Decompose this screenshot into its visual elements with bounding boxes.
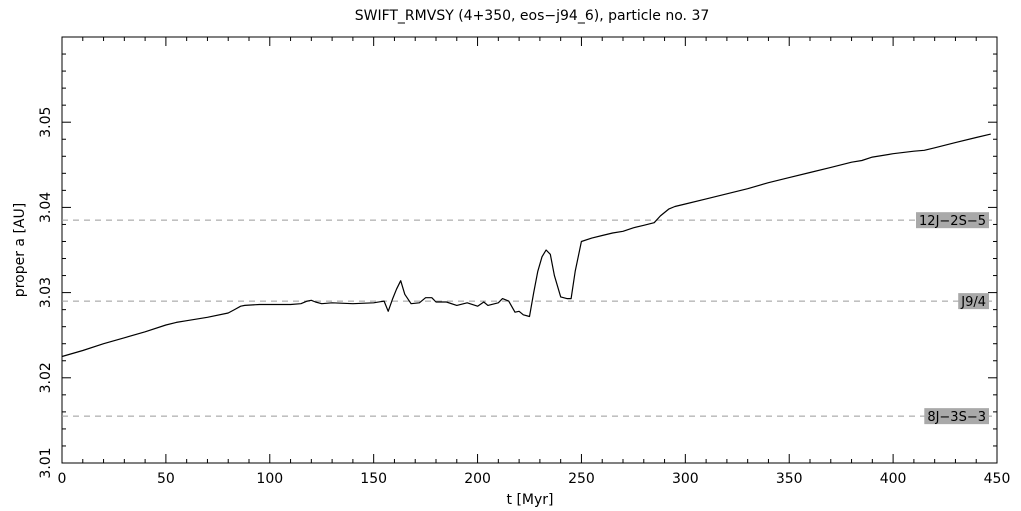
x-tick-label: 400	[880, 471, 907, 487]
x-tick-label: 300	[672, 471, 699, 487]
x-axis-label: t [Myr]	[507, 492, 554, 508]
resonance-label-text: 12J−2S−5	[919, 214, 986, 229]
x-tick-labels: 0 50 100 150 200 250 300 350 400 450	[58, 471, 1011, 487]
y-axis-label: proper a [AU]	[12, 203, 28, 297]
resonance-lines	[62, 219, 997, 417]
x-tick-label: 450	[984, 471, 1011, 487]
x-tick-label: 150	[360, 471, 387, 487]
y-tick-label: 3.05	[38, 107, 54, 138]
x-tick-label: 350	[776, 471, 803, 487]
chart-title: SWIFT_RMVSY (4+350, eos−j94_6), particle…	[355, 8, 710, 24]
resonance-labels: 12J−2S−5 J9/4 8J−3S−3	[916, 212, 989, 425]
tick-marks	[61, 36, 998, 464]
resonance-label-text: J9/4	[960, 295, 986, 310]
series-group	[61, 133, 991, 358]
resonance-label-bg	[924, 408, 989, 425]
axes-frame	[61, 36, 998, 464]
y-tick-label: 3.02	[38, 362, 54, 393]
x-tick-label: 100	[256, 471, 283, 487]
y-tick-label: 3.03	[38, 277, 54, 308]
x-tick-label: 0	[58, 471, 67, 487]
plot-frame	[61, 36, 998, 464]
resonance-label-text: 8J−3S−3	[927, 410, 986, 425]
y-tick-label: 3.04	[38, 192, 54, 223]
resonance-label: 12J−2S−5	[916, 212, 989, 229]
series-line	[61, 133, 991, 358]
resonance-label-bg	[916, 212, 989, 229]
y-tick-label: 3.01	[38, 447, 54, 478]
x-tick-label: 200	[464, 471, 491, 487]
x-tick-label: 50	[157, 471, 175, 487]
resonance-label-bg	[958, 293, 989, 310]
x-tick-label: 250	[568, 471, 595, 487]
resonance-label: J9/4	[958, 293, 989, 310]
resonance-label: 8J−3S−3	[924, 408, 989, 425]
y-tick-labels: 3.01 3.02 3.03 3.04 3.05	[38, 107, 54, 479]
